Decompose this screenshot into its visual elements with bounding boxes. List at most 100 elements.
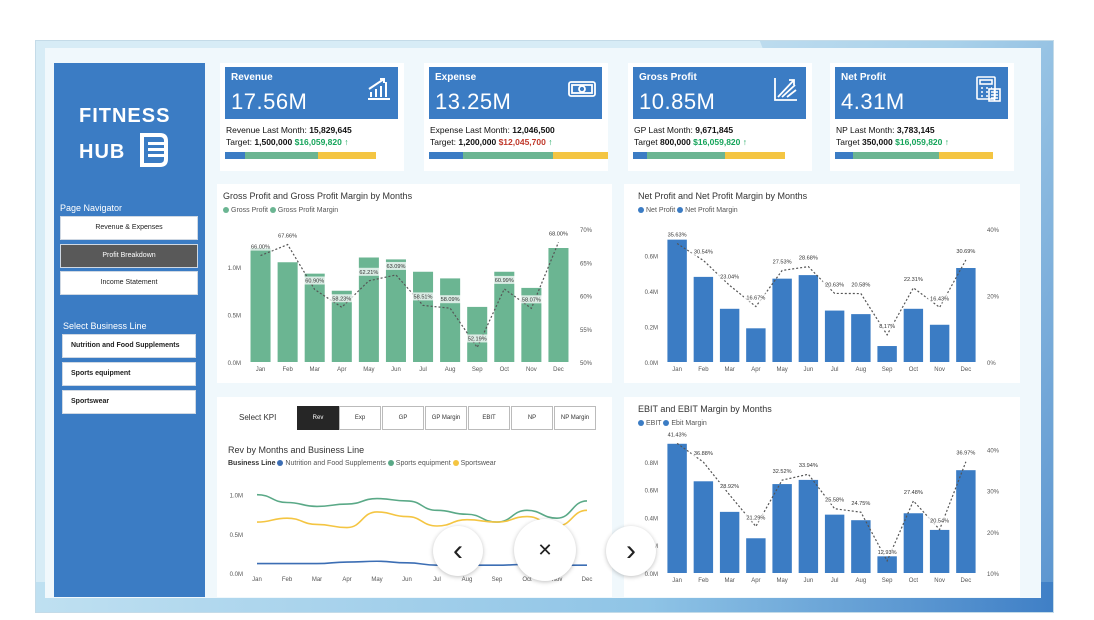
kpi-card-net-profit: Net Profit 4.31M NP Last Month: 3,783,145… (830, 63, 1014, 171)
biz-nutrition[interactable]: Nutrition and Food Supplements (62, 334, 196, 358)
data-label-bg (901, 274, 926, 283)
data-label: 63.09% (386, 264, 405, 270)
data-label-bg (953, 246, 978, 255)
x-tick-label: Jan (672, 367, 682, 373)
kpi-target-value: 800,000 (660, 137, 691, 147)
sidebar: FITNESS HUB Page Navigator Revenue & Exp… (54, 63, 205, 597)
data-label: 36.88% (694, 451, 713, 457)
data-label-bg (770, 257, 795, 266)
data-label: 33.94% (799, 463, 818, 469)
kpi-target-label: Target (836, 137, 860, 147)
data-label: 20.63% (825, 282, 844, 288)
y-tick-label: 1.0M (228, 266, 241, 272)
close-button[interactable]: ✕ (514, 519, 576, 581)
kpi-option-np-margin[interactable]: NP Margin (554, 406, 596, 430)
net-profit-card: Net Profit and Net Profit Margin by Mont… (624, 184, 1020, 383)
kpi-target-label: Target: (430, 137, 456, 147)
y-tick-label: 0.0M (645, 361, 658, 367)
next-button[interactable]: › (606, 526, 656, 576)
kpi-title: Gross Profit (639, 72, 697, 83)
kpi-title: Revenue (231, 72, 273, 83)
x-tick-label: Sep (882, 367, 893, 373)
bar (277, 262, 298, 362)
x-tick-label: Feb (282, 367, 293, 373)
bar (719, 511, 740, 573)
bar (304, 273, 325, 362)
y2-tick-label: 0% (987, 361, 996, 367)
legend-item: Sports equipment (395, 460, 451, 467)
kpi-option-np[interactable]: NP (511, 406, 553, 430)
bar (798, 479, 819, 573)
bar (667, 443, 687, 573)
x-tick-label: Feb (282, 577, 293, 583)
bar (667, 239, 687, 362)
cash-icon (568, 81, 596, 97)
kpi-target-actual: $12,045,700 (498, 137, 546, 147)
bar (877, 556, 897, 573)
y-tick-label: 0.2M (645, 326, 658, 332)
data-label-bg (875, 547, 900, 556)
legend-item: Net Profit Margin (685, 207, 738, 214)
data-label: 30.54% (694, 249, 713, 255)
data-label: 68.00% (549, 231, 568, 237)
x-tick-label: Aug (856, 578, 867, 584)
kpi-last-label: GP Last Month: (634, 125, 693, 135)
data-label: 8.17% (879, 324, 895, 330)
bar (824, 310, 845, 362)
kpi-option-exp[interactable]: Exp (339, 406, 381, 430)
x-tick-label: Jan (256, 367, 266, 373)
data-label-bg (848, 499, 873, 508)
data-label-bg (665, 430, 690, 439)
kpi-target-value: 1,500,000 (254, 137, 293, 147)
y2-tick-label: 40% (987, 448, 1000, 454)
bar (693, 276, 714, 362)
kpi-option-gp[interactable]: GP (382, 406, 424, 430)
data-label: 58.51% (414, 294, 433, 300)
x-tick-label: Dec (961, 367, 972, 373)
nav-revenue-expenses[interactable]: Revenue & Expenses (60, 216, 198, 240)
y-tick-label: 0.6M (645, 255, 658, 261)
bar (956, 268, 976, 362)
bar (877, 346, 897, 362)
kpi-option-ebit[interactable]: EBIT (468, 406, 510, 430)
data-label: 20.58% (851, 283, 870, 289)
legend-item: Ebit Margin (671, 420, 707, 427)
legend-item: Gross Profit (231, 207, 268, 214)
data-label-bg (465, 334, 490, 343)
kpi-last-label: Expense Last Month: (430, 125, 510, 135)
data-label-bg (796, 461, 821, 470)
biz-sportswear[interactable]: Sportswear (62, 390, 196, 414)
series-line (256, 509, 588, 529)
y2-tick-label: 20% (987, 531, 1000, 537)
kpi-title: Net Profit (841, 72, 886, 83)
data-label: 28.92% (720, 484, 739, 490)
y-tick-label: 1.0M (230, 494, 243, 500)
business-line-title: Select Business Line (63, 321, 147, 331)
data-label: 27.48% (904, 490, 923, 496)
x-tick-label: Jul (419, 367, 427, 373)
bar (851, 314, 871, 362)
x-tick-label: Oct (522, 577, 532, 583)
data-label: 35.63% (668, 233, 687, 239)
bar (746, 538, 766, 573)
previous-button[interactable]: ‹ (433, 526, 483, 576)
kpi-value: 10.85M (639, 89, 716, 114)
x-tick-label: May (776, 578, 787, 584)
kpi-option-rev[interactable]: Rev (297, 406, 339, 430)
biz-sports-equipment[interactable]: Sports equipment (62, 362, 196, 386)
kpi-target-value: 1,200,000 (458, 137, 497, 147)
nav-profit-breakdown[interactable]: Profit Breakdown (60, 244, 198, 268)
data-label: 27.53% (773, 259, 792, 265)
x-tick-label: Dec (582, 577, 593, 583)
arrow-up-icon: ↑ (944, 137, 950, 147)
data-label-bg (822, 495, 847, 504)
kpi-option-gp-margin[interactable]: GP Margin (425, 406, 467, 430)
chart-legend: Business Line Nutrition and Food Supplem… (228, 460, 496, 467)
y-tick-label: 0.0M (230, 572, 243, 578)
x-tick-label: Aug (856, 367, 867, 373)
data-label-bg (519, 295, 544, 304)
kpi-target-label: Target (634, 137, 658, 147)
x-tick-label: Sep (882, 578, 893, 584)
bar (385, 259, 406, 362)
nav-income-statement[interactable]: Income Statement (60, 271, 198, 295)
